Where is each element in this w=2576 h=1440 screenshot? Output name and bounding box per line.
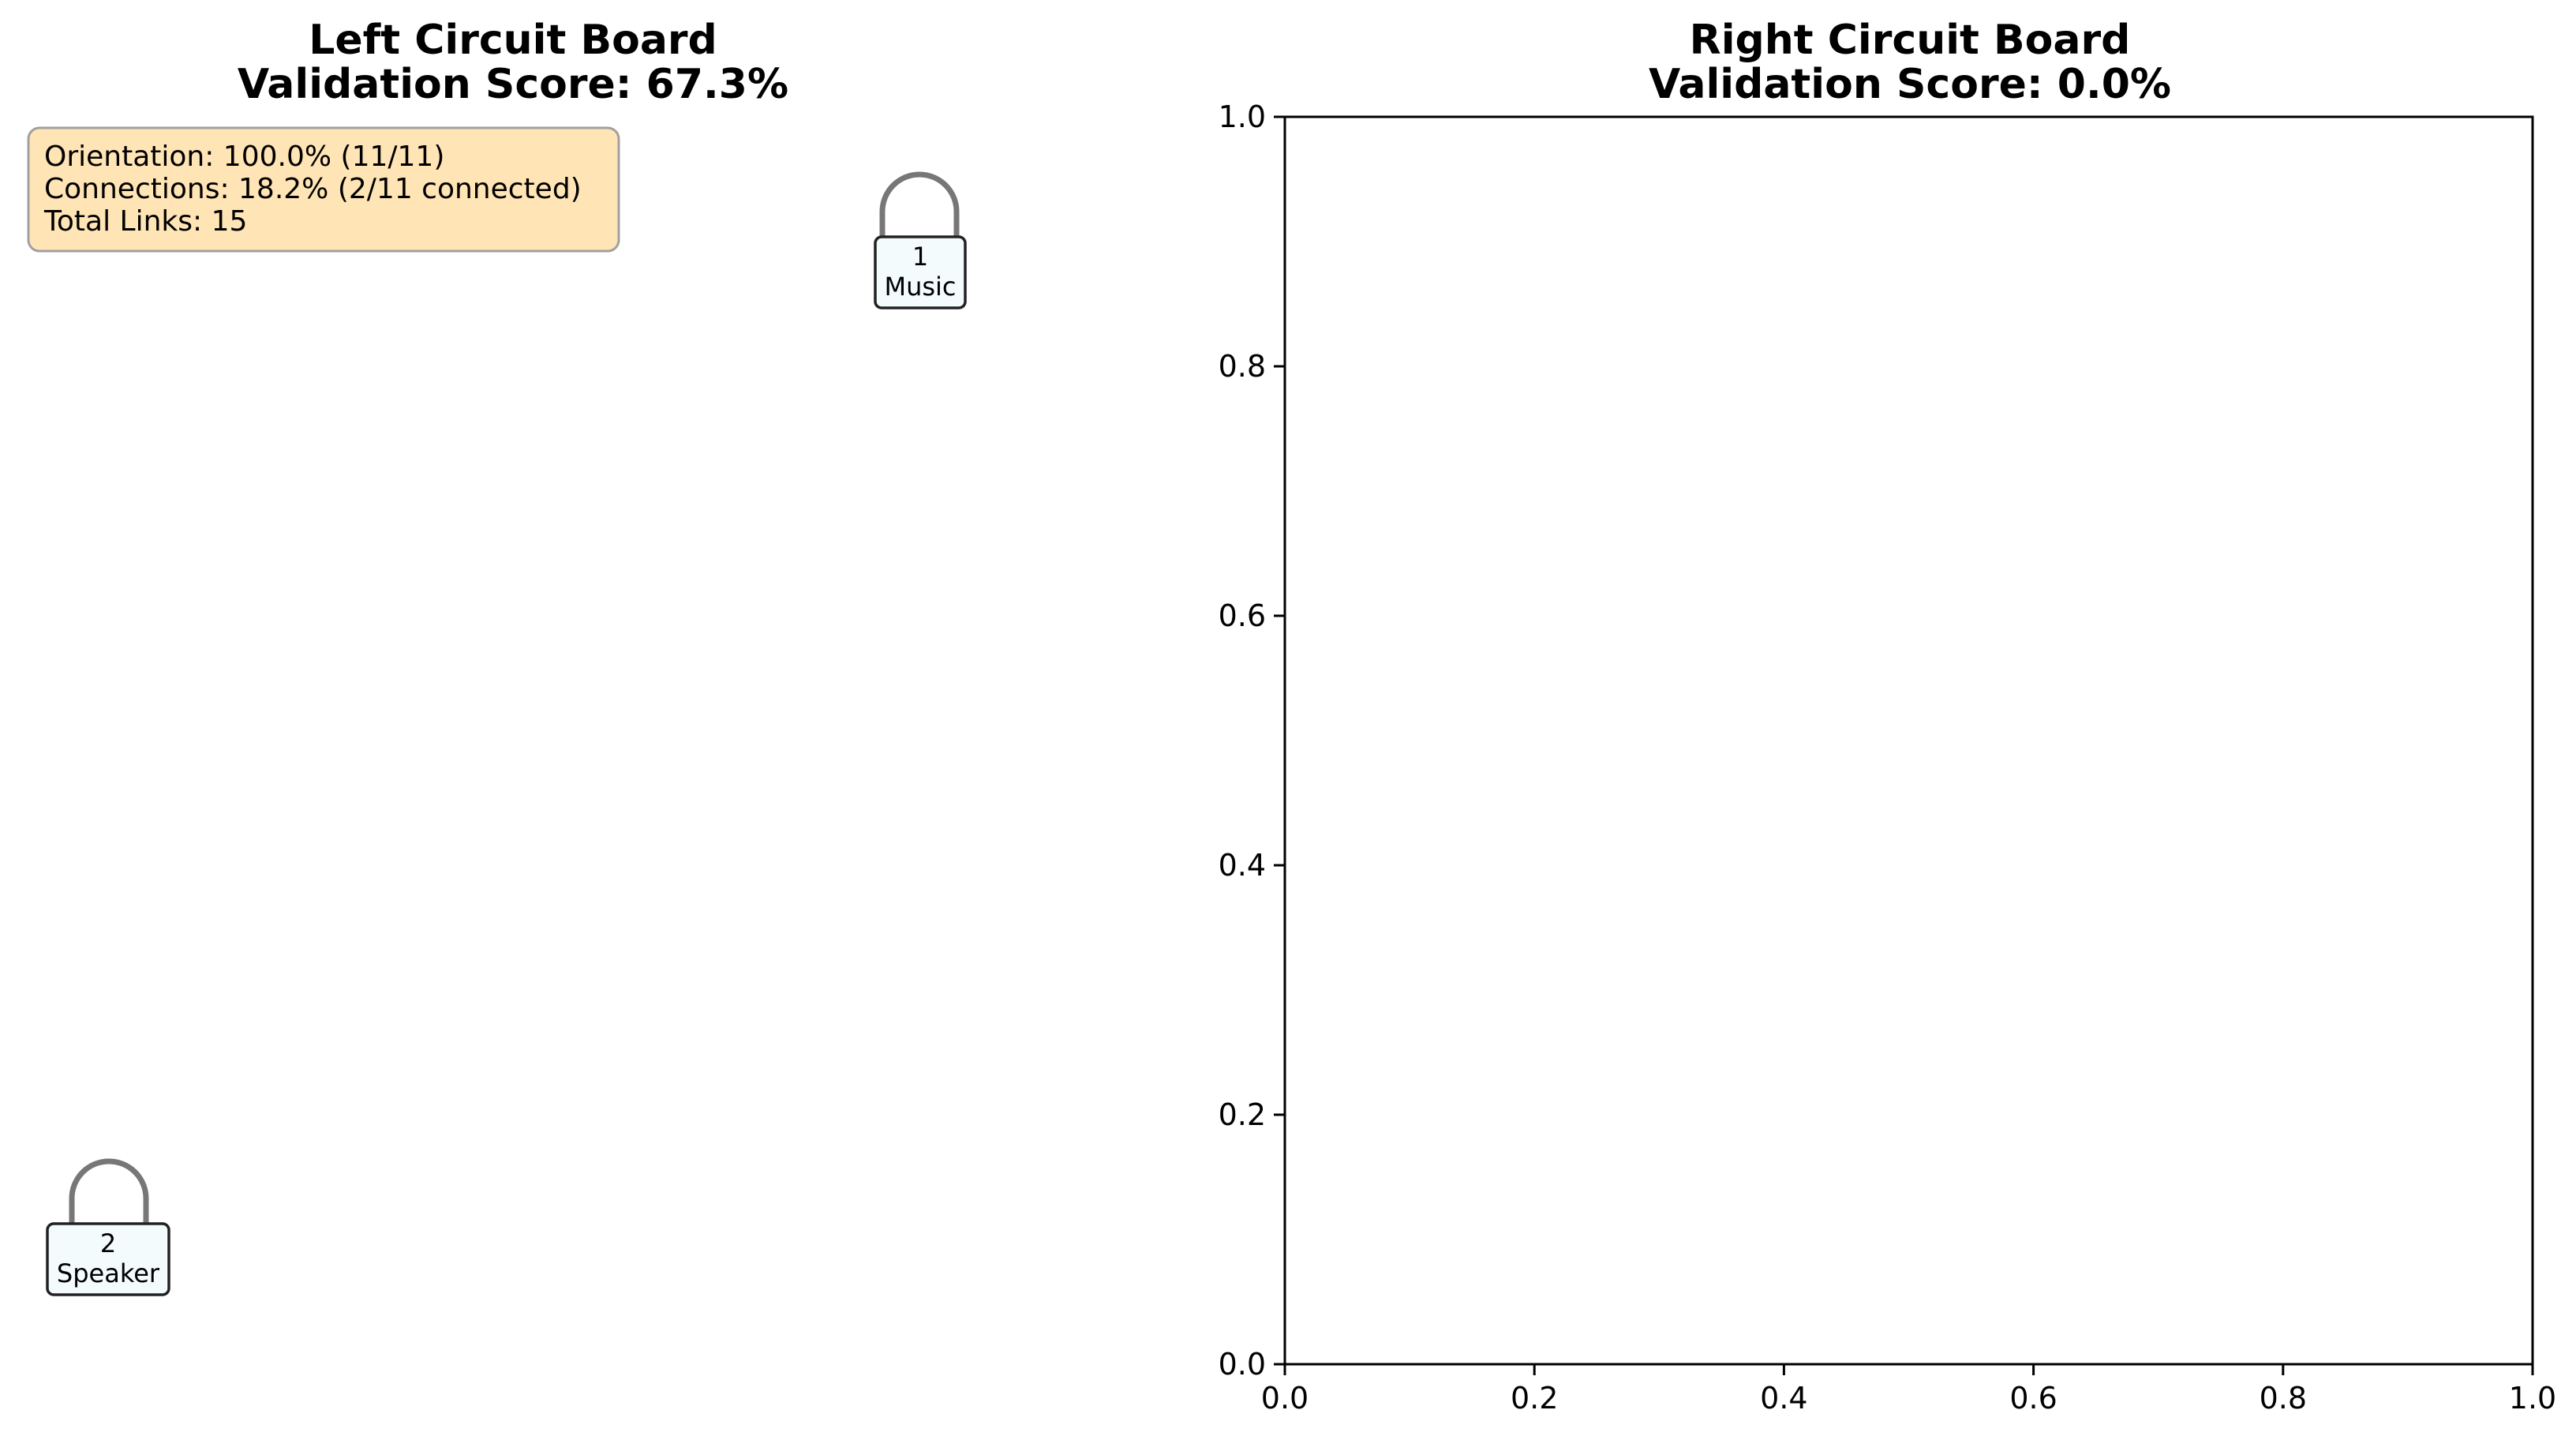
y-tick-label: 0.6 (1219, 598, 1266, 633)
node-name-speaker: Speaker (57, 1258, 160, 1288)
x-tick-label: 0.2 (1511, 1381, 1558, 1416)
y-tick-label: 0.8 (1219, 349, 1266, 384)
node-id-music: 1 (912, 242, 928, 272)
x-axis: 0.0 0.2 0.4 0.6 0.8 1.0 (1261, 1364, 2556, 1416)
left-title-line1: Left Circuit Board (309, 17, 717, 64)
left-title-line2: Validation Score: 67.3% (238, 61, 788, 108)
y-axis: 0.0 0.2 0.4 0.6 0.8 1.0 (1219, 99, 1285, 1382)
info-line-connections: Connections: 18.2% (2/11 connected) (44, 173, 582, 205)
node-music: 1 Music (874, 171, 967, 309)
info-box-background (27, 126, 620, 253)
info-line-orientation: Orientation: 100.0% (11/11) (44, 141, 444, 173)
x-tick-label: 1.0 (2509, 1381, 2556, 1416)
self-loop-speaker (69, 1158, 149, 1225)
plot-area-frame (1283, 115, 2534, 1366)
right-title-line2: Validation Score: 0.0% (1649, 61, 2171, 108)
x-tick-label: 0.6 (2009, 1381, 2057, 1416)
self-loop-music (879, 171, 960, 238)
node-name-music: Music (884, 272, 956, 302)
right-title-line1: Right Circuit Board (1690, 17, 2131, 64)
right-axes: 0.0 0.2 0.4 0.6 0.8 1.0 0.0 0.2 0.4 0.6 0.8 1.0 (1219, 99, 2557, 1416)
x-tick-label: 0.8 (2260, 1381, 2307, 1416)
y-tick-label: 1.0 (1219, 99, 1266, 134)
node-label-box-speaker (46, 1222, 170, 1296)
node-label-box-music (874, 235, 967, 309)
info-box: Orientation: 100.0% (11/11) Connections:… (27, 126, 620, 253)
y-tick-label: 0.0 (1219, 1347, 1266, 1382)
y-tick-label: 0.2 (1219, 1097, 1266, 1132)
node-speaker: 2 Speaker (46, 1158, 170, 1296)
node-id-speaker: 2 (100, 1228, 116, 1258)
y-tick-label: 0.4 (1219, 848, 1266, 883)
x-tick-label: 0.4 (1760, 1381, 1807, 1416)
info-line-total-links: Total Links: 15 (43, 205, 247, 238)
x-tick-label: 0.0 (1261, 1381, 1309, 1416)
